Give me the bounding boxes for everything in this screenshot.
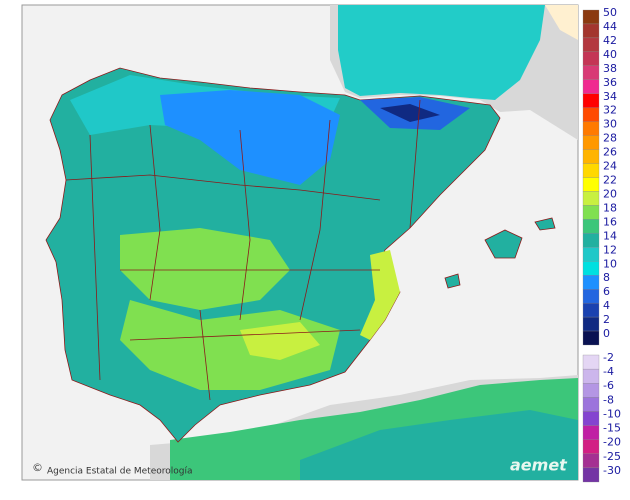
legend-label: 14 xyxy=(603,229,617,242)
legend-label: 32 xyxy=(603,104,617,117)
logo: aemet xyxy=(510,456,568,475)
legend-label: -6 xyxy=(603,379,614,392)
legend-swatch xyxy=(582,9,600,25)
legend-swatch xyxy=(582,453,600,469)
legend-label: 4 xyxy=(603,299,610,312)
menorca xyxy=(534,217,556,231)
legend-swatch xyxy=(582,383,600,398)
legend-label: 36 xyxy=(603,76,617,89)
legend-label: 34 xyxy=(603,90,617,103)
africa-field xyxy=(300,410,578,480)
legend-swatch xyxy=(582,354,600,370)
legend-swatch xyxy=(582,397,600,412)
legend-swatch xyxy=(582,233,600,248)
legend-swatch xyxy=(582,107,600,122)
legend-swatch xyxy=(582,425,600,440)
france-field xyxy=(338,5,545,100)
hot-field xyxy=(360,250,400,340)
legend-swatch xyxy=(582,275,600,290)
legend-label: 2 xyxy=(603,313,610,326)
legend-swatch xyxy=(582,79,600,94)
legend-label: 8 xyxy=(603,271,610,284)
legend-swatch xyxy=(582,302,600,318)
ibiza xyxy=(444,273,461,289)
legend-label: -30 xyxy=(603,464,621,477)
cold-field xyxy=(160,90,340,185)
legend: 5044424038363432302826242220181614121086… xyxy=(582,6,621,483)
mallorca xyxy=(484,229,523,259)
legend-label: 40 xyxy=(603,48,617,61)
legend-swatch xyxy=(582,121,600,136)
legend-label: 6 xyxy=(603,285,610,298)
legend-label: -25 xyxy=(603,450,621,463)
legend-swatch xyxy=(582,219,600,234)
credit-icon: © xyxy=(32,461,43,474)
legend-swatch xyxy=(582,316,600,332)
legend-label: -10 xyxy=(603,407,621,420)
legend-swatch xyxy=(582,439,600,454)
legend-swatch xyxy=(582,23,600,39)
warm-field xyxy=(120,228,290,310)
legend-label: 38 xyxy=(603,62,617,75)
legend-label: 50 xyxy=(603,6,617,19)
legend-swatch xyxy=(582,261,600,276)
legend-label: -20 xyxy=(603,436,621,449)
legend-swatch xyxy=(582,467,600,483)
legend-label: 20 xyxy=(603,187,617,200)
legend-swatch xyxy=(582,247,600,262)
legend-swatch xyxy=(582,163,600,178)
legend-label: 18 xyxy=(603,201,617,214)
legend-swatch xyxy=(582,205,600,220)
legend-label: -2 xyxy=(603,351,614,364)
land-edge xyxy=(545,5,578,40)
legend-swatch xyxy=(582,37,600,53)
legend-label: -15 xyxy=(603,422,621,435)
legend-label: 12 xyxy=(603,243,617,256)
legend-label: 0 xyxy=(603,327,610,340)
legend-swatch xyxy=(582,65,600,80)
legend-label: 22 xyxy=(603,174,617,187)
hot-field xyxy=(240,322,320,360)
legend-label: 26 xyxy=(603,146,617,159)
legend-swatch xyxy=(582,330,600,346)
legend-swatch xyxy=(582,191,600,206)
legend-label: 28 xyxy=(603,132,617,145)
legend-label: -4 xyxy=(603,365,614,378)
warm-field xyxy=(120,300,340,390)
legend-swatch xyxy=(582,289,600,304)
legend-swatch xyxy=(582,135,600,150)
legend-swatch xyxy=(582,93,600,108)
legend-label: -8 xyxy=(603,393,614,406)
legend-label: 30 xyxy=(603,118,617,131)
credit: Agencia Estatal de Meteorología xyxy=(47,467,193,477)
pyrenees-field xyxy=(380,104,440,122)
legend-label: 10 xyxy=(603,257,617,270)
legend-label: 24 xyxy=(603,160,617,173)
legend-label: 44 xyxy=(603,20,617,33)
legend-swatch xyxy=(582,177,600,192)
legend-label: 16 xyxy=(603,215,617,228)
legend-swatch xyxy=(582,51,600,66)
province-borders xyxy=(65,99,421,401)
legend-label: 42 xyxy=(603,34,617,47)
legend-swatch xyxy=(582,368,600,384)
map-area xyxy=(21,4,579,481)
legend-swatch xyxy=(582,149,600,164)
legend-swatch xyxy=(582,411,600,426)
